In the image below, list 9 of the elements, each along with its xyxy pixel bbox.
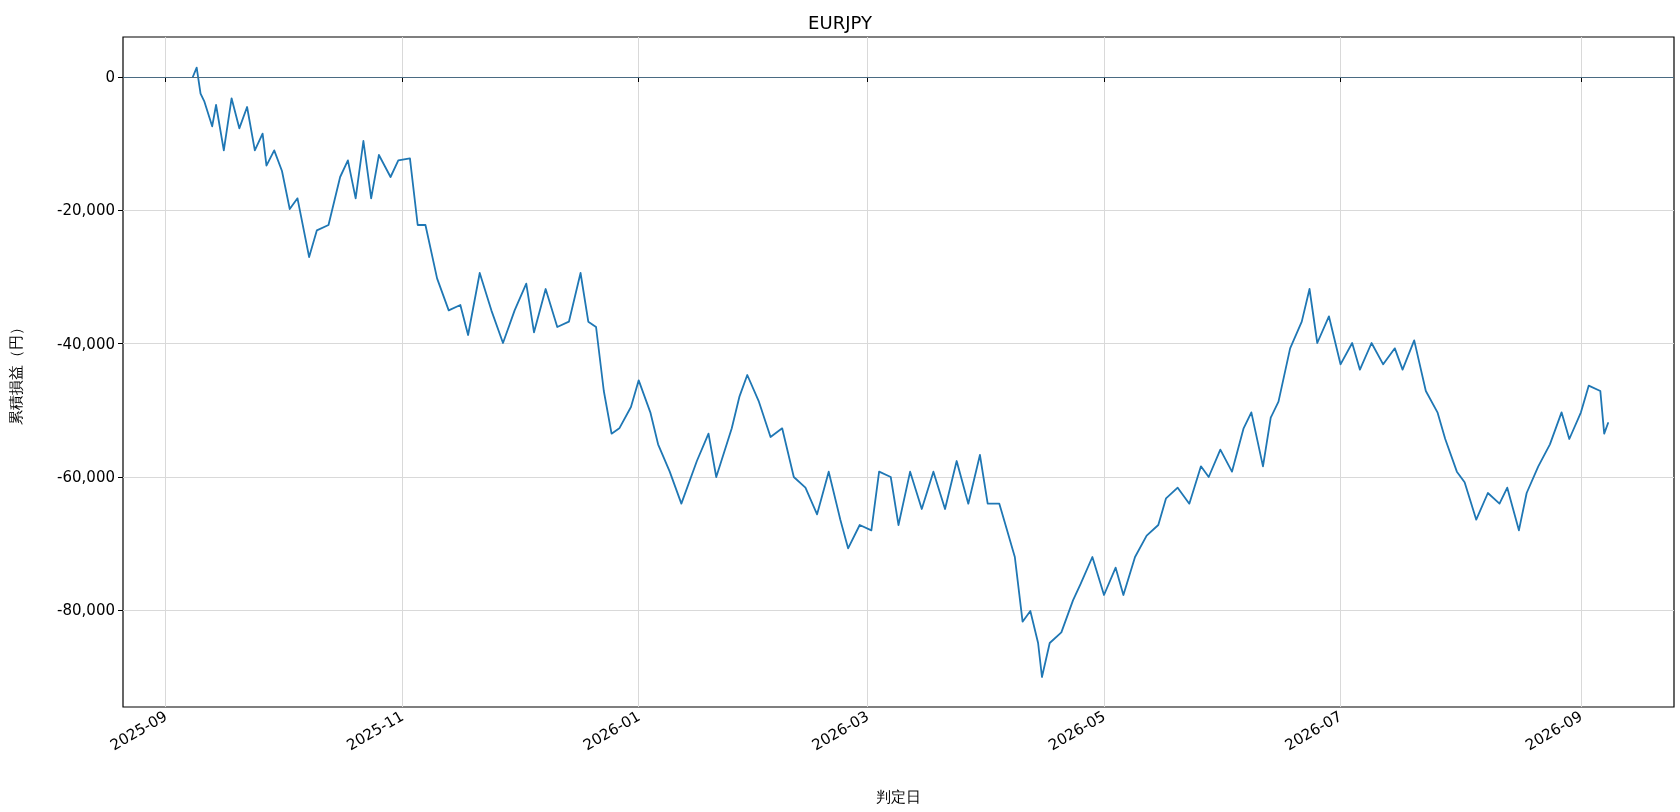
y-tick-label: -60,000 (57, 468, 115, 486)
y-tick-label: -20,000 (57, 201, 115, 220)
y-tick-label: 0 (105, 68, 115, 86)
x-axis-title: 判定日 (876, 787, 921, 806)
chart-title: EURJPY (808, 11, 873, 33)
line-series (191, 66, 1609, 678)
y-tick-label: -40,000 (57, 334, 115, 353)
y-axis-title: 累積損益（円） (6, 319, 25, 425)
y-tick-label: -80,000 (57, 601, 115, 620)
